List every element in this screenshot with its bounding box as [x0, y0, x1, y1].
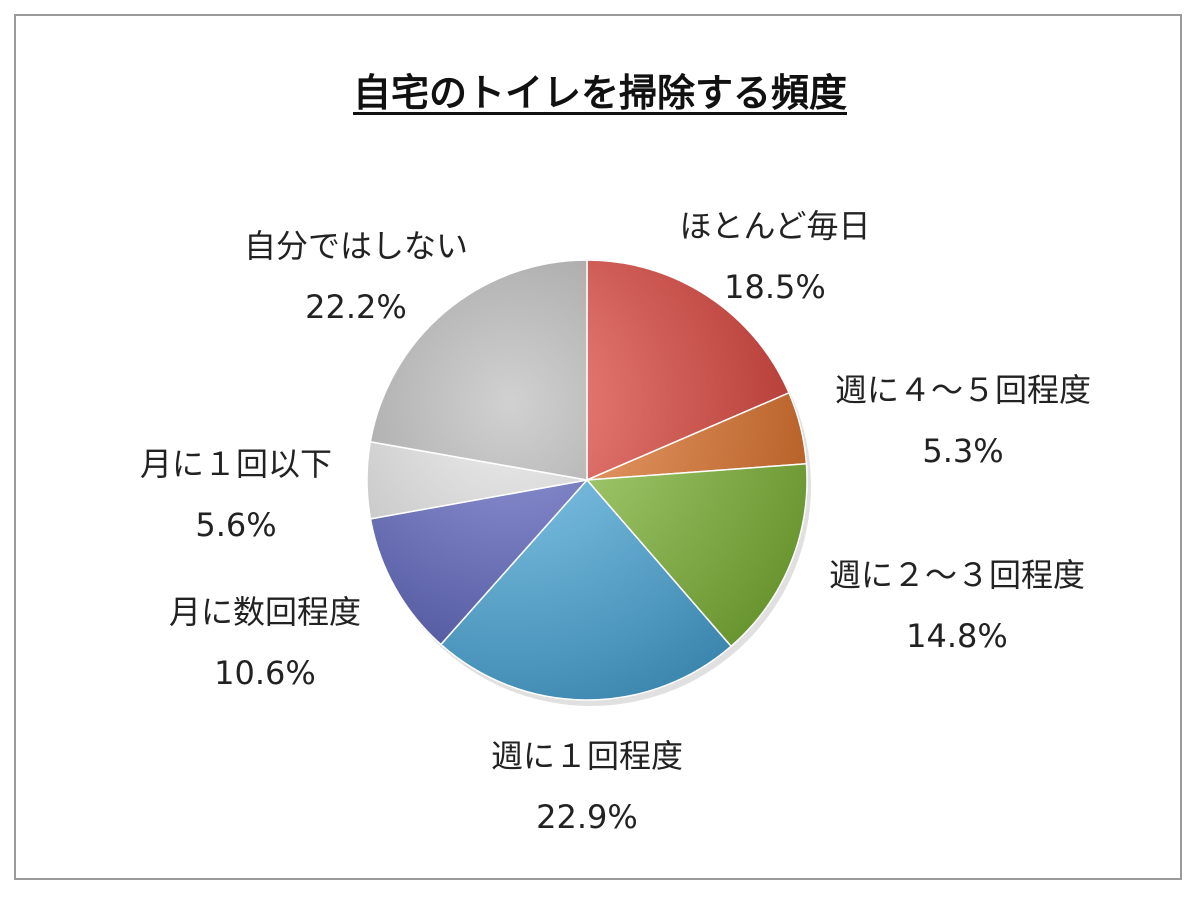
pie-slice-2 — [585, 462, 808, 648]
slice-label-2: 週に２～３回程度 14.8% — [829, 545, 1085, 667]
slice-label-1: 週に４～５回程度 5.3% — [835, 360, 1091, 482]
slice-label-0-value: 18.5% — [724, 267, 826, 306]
slice-label-1-name: 週に４～５回程度 — [834, 371, 1092, 409]
slice-label-5-value: 5.6% — [195, 505, 277, 544]
pie-slice-6 — [369, 259, 588, 481]
slice-label-0: ほとんど毎日 18.5% — [679, 196, 870, 318]
slice-label-3: 週に１回程度 22.9% — [491, 726, 683, 848]
slice-label-2-value: 14.8% — [906, 616, 1008, 655]
pie-slice-4 — [369, 478, 589, 646]
slice-label-2-name: 週に２～３回程度 — [828, 556, 1086, 594]
slice-label-1-value: 5.3% — [922, 431, 1004, 470]
pie-slice-0 — [586, 259, 790, 482]
slice-label-3-name: 週に１回程度 — [490, 737, 684, 775]
slice-label-6: 自分ではしない 22.2% — [244, 216, 468, 338]
slice-label-6-value: 22.2% — [305, 287, 407, 326]
slice-label-5: 月に１回以下 5.6% — [140, 434, 332, 556]
pie-slices — [366, 259, 811, 706]
chart-title-text: 自宅のトイレを掃除する頻度 — [352, 71, 847, 115]
slice-label-3-value: 22.9% — [536, 797, 638, 836]
slice-label-5-name: 月に１回以下 — [139, 445, 333, 483]
slice-label-4-value: 10.6% — [214, 653, 316, 692]
slice-label-4: 月に数回程度 10.6% — [169, 582, 361, 704]
slice-label-6-name: 自分ではしない — [243, 227, 469, 265]
slice-label-4-name: 月に数回程度 — [168, 593, 362, 631]
chart-title: 自宅のトイレを掃除する頻度 — [0, 74, 1200, 112]
pie-slice-3 — [439, 478, 733, 701]
slice-label-0-name: ほとんど毎日 — [679, 207, 871, 245]
